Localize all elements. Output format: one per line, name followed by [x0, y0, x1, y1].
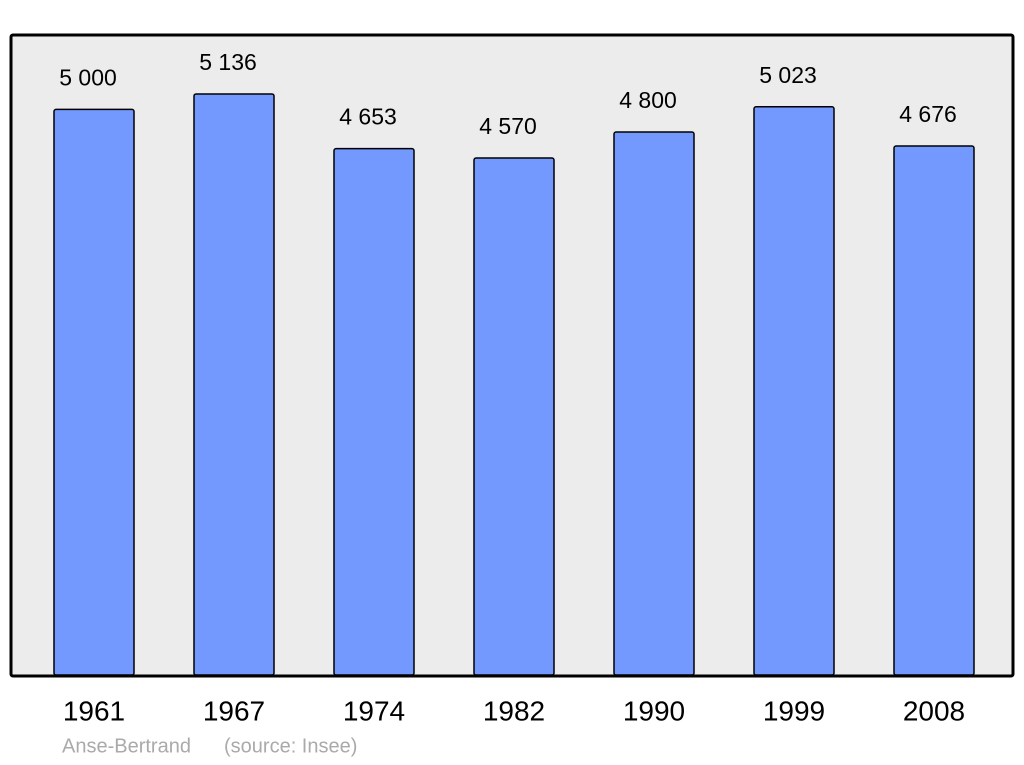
bar	[613, 131, 695, 676]
bars: 5 000 5 136 4 653 4 570 4 800 5 023 4 676	[53, 49, 975, 676]
bar	[193, 93, 275, 676]
x-tick-label: 1999	[763, 695, 825, 726]
x-tick-label: 1967	[203, 695, 265, 726]
value-label: 5 000	[59, 64, 117, 90]
value-label: 4 570	[479, 113, 537, 139]
value-label: 4 800	[619, 87, 677, 113]
bar	[333, 147, 415, 676]
bar	[893, 145, 975, 676]
x-tick-label: 1974	[343, 695, 405, 726]
x-tick-label: 2008	[903, 695, 965, 726]
place-caption: Anse-Bertrand	[62, 735, 191, 757]
x-tick-label: 1961	[63, 695, 125, 726]
source-caption: (source: Insee)	[224, 735, 357, 757]
value-label: 5 023	[759, 62, 817, 88]
bar	[473, 157, 555, 676]
value-label: 4 653	[339, 104, 397, 130]
value-label: 4 676	[899, 101, 957, 127]
x-tick-label: 1990	[623, 695, 685, 726]
bar	[53, 108, 135, 676]
bar	[753, 106, 835, 676]
x-tick-label: 1982	[483, 695, 545, 726]
value-label: 5 136	[199, 49, 257, 75]
